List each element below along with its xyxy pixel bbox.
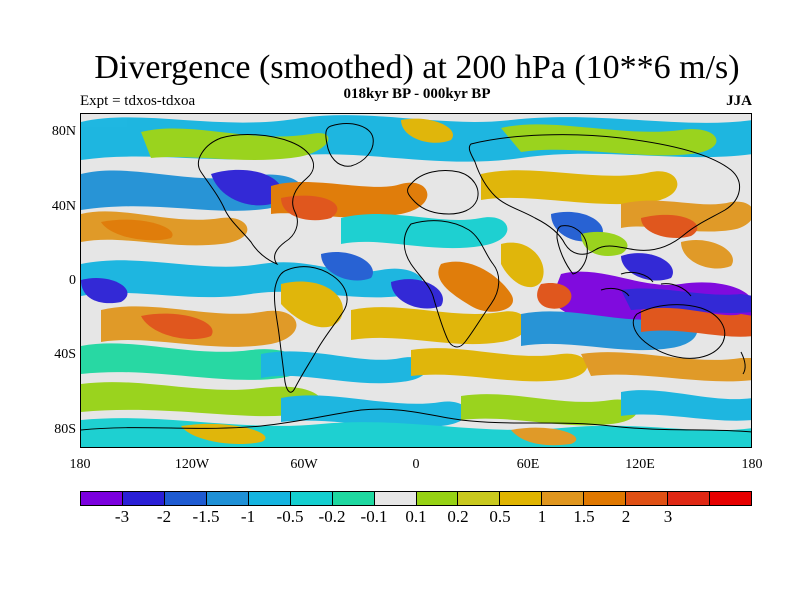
colorbar-cell	[332, 492, 375, 505]
colorbar-cell	[584, 492, 627, 505]
colorbar-cell	[500, 492, 543, 505]
colorbar-cell	[710, 492, 751, 505]
colorbar-cell	[206, 492, 249, 505]
colorbar-label: 0.2	[447, 507, 469, 526]
colorbar-label: 1.5	[573, 507, 595, 526]
lon-label-60e: 60E	[516, 457, 540, 472]
lon-label-120w: 120W	[174, 457, 210, 472]
colorbar-label: -2	[156, 507, 172, 526]
lon-label-0: 0	[412, 457, 420, 472]
lat-label-0: 0	[69, 273, 76, 288]
colorbar-label: -0.2	[318, 507, 346, 526]
colorbar-cell	[248, 492, 291, 505]
colorbar-cell	[290, 492, 333, 505]
colorbar-cell	[668, 492, 711, 505]
coastlines	[81, 123, 751, 433]
divergence-map	[80, 113, 752, 448]
colorbar-label: -1	[240, 507, 256, 526]
colorbar-cell	[122, 492, 165, 505]
lat-label-40s: 40S	[54, 347, 76, 362]
colorbar-cell	[542, 492, 585, 505]
season-label: JJA	[726, 93, 752, 109]
colorbar-cell	[164, 492, 207, 505]
colorbar-label: 0.5	[489, 507, 511, 526]
lon-label-180-east: 180	[741, 457, 763, 472]
colorbar-cell	[374, 492, 417, 505]
colorbar-label: 0.1	[405, 507, 427, 526]
lon-label-180-west: 180	[69, 457, 91, 472]
colorbar-cell	[458, 492, 501, 505]
map-subtitle: 018kyr BP - 000kyr BP	[343, 86, 491, 102]
colorbar-cell	[81, 492, 123, 505]
colorbar-label: 2	[621, 507, 631, 526]
map-title: Divergence (smoothed) at 200 hPa (10**6 …	[94, 49, 740, 86]
colorbar-label: 1	[537, 507, 547, 526]
lat-label-80s: 80S	[54, 422, 76, 437]
lat-label-40n: 40N	[51, 199, 76, 214]
colorbar-cell	[416, 492, 459, 505]
colorbar-cell	[626, 492, 669, 505]
colorbar-label: -1.5	[192, 507, 220, 526]
map-canvas	[81, 114, 751, 447]
experiment-label: Expt = tdxos-tdxoa	[80, 93, 196, 109]
field-patches	[81, 115, 751, 447]
colorbar-label: -0.5	[276, 507, 304, 526]
colorbar-label: -3	[114, 507, 130, 526]
lat-label-80n: 80N	[51, 124, 76, 139]
lon-label-60w: 60W	[290, 457, 318, 472]
colorbar-label: 3	[663, 507, 673, 526]
colorbar	[80, 491, 752, 506]
lon-label-120e: 120E	[625, 457, 655, 472]
colorbar-label: -0.1	[360, 507, 388, 526]
